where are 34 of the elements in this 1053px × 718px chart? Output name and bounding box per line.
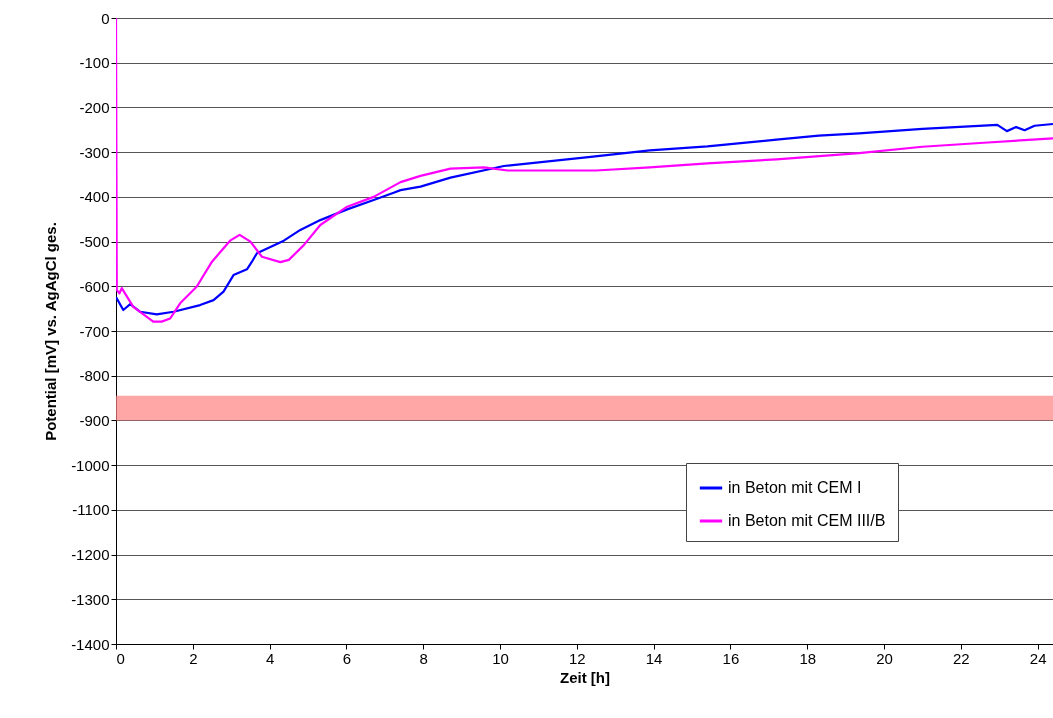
x-tick-label: 0 <box>116 649 125 667</box>
x-tick-label: 8 <box>419 649 428 667</box>
y-tick-label: -400 <box>79 188 110 206</box>
y-tick-label: -700 <box>79 322 110 340</box>
line-series <box>116 122 1053 316</box>
y-tick-label: -800 <box>79 367 110 385</box>
x-tick-label: 10 <box>492 649 509 667</box>
y-tick-label: -900 <box>79 411 110 429</box>
x-tick-label: 24 <box>1029 649 1047 667</box>
line-series <box>116 18 1053 323</box>
x-tick-label: 2 <box>189 649 198 667</box>
x-tick-label: 6 <box>342 649 352 667</box>
y-tick-label: -1300 <box>71 590 110 608</box>
x-tick-label: 12 <box>568 649 586 667</box>
x-tick-label: 22 <box>952 649 970 667</box>
y-tick-label: -1100 <box>72 501 110 519</box>
y-axis-title: Potential [mV] vs. AgAgCl ges. <box>42 222 60 441</box>
y-tick-label: -500 <box>79 233 110 251</box>
y-tick-label: -200 <box>79 98 110 116</box>
y-tick-label: -300 <box>79 143 110 161</box>
x-tick-label: 14 <box>645 649 663 667</box>
x-axis-title: Zeit [h] <box>560 668 610 686</box>
legend-label: in Beton mit CEM I <box>728 479 862 496</box>
x-tick-label: 4 <box>265 649 275 667</box>
y-tick-label: -1200 <box>71 546 110 564</box>
y-tick-label: -100 <box>79 54 110 72</box>
y-tick-label: -600 <box>79 277 110 295</box>
x-tick-label: 18 <box>799 649 817 667</box>
x-tick-label: 16 <box>722 649 740 667</box>
x-tick-label: 20 <box>876 649 893 667</box>
legend-label: in Beton mit CEM III/B <box>728 512 886 529</box>
y-tick-label: -1000 <box>71 456 110 474</box>
y-tick-label: 0 <box>101 9 110 27</box>
y-tick-label: -1400 <box>71 635 110 653</box>
